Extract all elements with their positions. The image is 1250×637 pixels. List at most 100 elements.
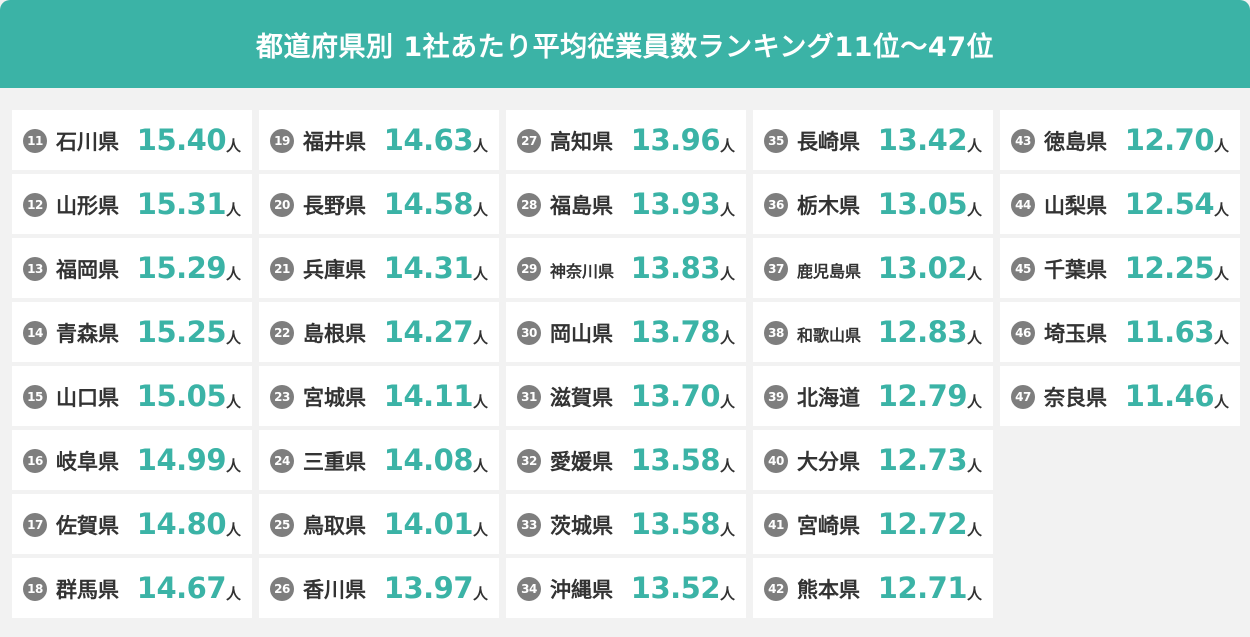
prefecture-name: 山梨県 bbox=[1044, 194, 1107, 218]
unit-label: 人 bbox=[719, 457, 735, 475]
rank-badge: 28 bbox=[517, 193, 541, 217]
employee-average-value: 12.79 bbox=[877, 379, 968, 413]
employee-average-value: 12.25 bbox=[1124, 251, 1215, 285]
prefecture-name: 佐賀県 bbox=[56, 514, 119, 538]
unit-label: 人 bbox=[225, 521, 241, 539]
rank-badge: 34 bbox=[517, 577, 541, 601]
ranking-item: 30 岡山県 13.78 人 bbox=[506, 302, 746, 362]
ranking-item: 28 福島県 13.93 人 bbox=[506, 174, 746, 234]
unit-label: 人 bbox=[719, 265, 735, 283]
rank-badge: 33 bbox=[517, 513, 541, 537]
prefecture-name: 福井県 bbox=[303, 130, 366, 154]
rank-badge: 14 bbox=[23, 321, 47, 345]
rank-badge: 12 bbox=[23, 193, 47, 217]
prefecture-name: 鹿児島県 bbox=[797, 262, 862, 281]
unit-label: 人 bbox=[719, 521, 735, 539]
prefecture-name: 神奈川県 bbox=[550, 262, 615, 281]
employee-average-value: 13.96 bbox=[630, 123, 721, 157]
unit-label: 人 bbox=[1213, 201, 1229, 219]
rank-badge: 21 bbox=[270, 257, 294, 281]
prefecture-name: 石川県 bbox=[56, 130, 119, 154]
employee-average-value: 14.27 bbox=[383, 315, 474, 349]
rank-badge: 26 bbox=[270, 577, 294, 601]
prefecture-name: 兵庫県 bbox=[303, 258, 366, 282]
employee-average-value: 15.25 bbox=[136, 315, 227, 349]
unit-label: 人 bbox=[472, 521, 488, 539]
prefecture-name: 鳥取県 bbox=[303, 514, 366, 538]
employee-average-value: 14.08 bbox=[383, 443, 474, 477]
unit-label: 人 bbox=[1213, 329, 1229, 347]
employee-average-value: 13.42 bbox=[877, 123, 968, 157]
employee-average-value: 12.83 bbox=[877, 315, 968, 349]
unit-label: 人 bbox=[472, 585, 488, 603]
rank-badge: 25 bbox=[270, 513, 294, 537]
ranking-item: 22 島根県 14.27 人 bbox=[259, 302, 499, 362]
ranking-item: 47 奈良県 11.46 人 bbox=[1000, 366, 1240, 426]
rank-badge: 15 bbox=[23, 385, 47, 409]
prefecture-name: 岡山県 bbox=[550, 322, 613, 346]
ranking-item: 12 山形県 15.31 人 bbox=[12, 174, 252, 234]
employee-average-value: 14.01 bbox=[383, 507, 474, 541]
prefecture-name: 宮城県 bbox=[303, 386, 366, 410]
unit-label: 人 bbox=[225, 457, 241, 475]
prefecture-name: 埼玉県 bbox=[1044, 322, 1107, 346]
ranking-item: 38 和歌山県 12.83 人 bbox=[753, 302, 993, 362]
ranking-item: 37 鹿児島県 13.02 人 bbox=[753, 238, 993, 298]
prefecture-name: 青森県 bbox=[56, 322, 119, 346]
unit-label: 人 bbox=[472, 265, 488, 283]
unit-label: 人 bbox=[966, 585, 982, 603]
unit-label: 人 bbox=[966, 521, 982, 539]
ranking-item: 43 徳島県 12.70 人 bbox=[1000, 110, 1240, 170]
rank-badge: 16 bbox=[23, 449, 47, 473]
employee-average-value: 13.78 bbox=[630, 315, 721, 349]
rank-badge: 37 bbox=[764, 257, 788, 281]
ranking-item: 33 茨城県 13.58 人 bbox=[506, 494, 746, 554]
employee-average-value: 12.70 bbox=[1124, 123, 1215, 157]
ranking-item: 44 山梨県 12.54 人 bbox=[1000, 174, 1240, 234]
unit-label: 人 bbox=[1213, 265, 1229, 283]
rank-badge: 42 bbox=[764, 577, 788, 601]
prefecture-name: 香川県 bbox=[303, 578, 366, 602]
rank-badge: 22 bbox=[270, 321, 294, 345]
prefecture-name: 福島県 bbox=[550, 194, 613, 218]
ranking-item: 45 千葉県 12.25 人 bbox=[1000, 238, 1240, 298]
unit-label: 人 bbox=[966, 137, 982, 155]
rank-badge: 44 bbox=[1011, 193, 1035, 217]
unit-label: 人 bbox=[966, 265, 982, 283]
prefecture-name: 栃木県 bbox=[797, 194, 860, 218]
employee-average-value: 12.72 bbox=[877, 507, 968, 541]
prefecture-name: 群馬県 bbox=[56, 578, 119, 602]
ranking-item: 42 熊本県 12.71 人 bbox=[753, 558, 993, 618]
unit-label: 人 bbox=[719, 329, 735, 347]
rank-badge: 30 bbox=[517, 321, 541, 345]
employee-average-value: 15.40 bbox=[136, 123, 227, 157]
unit-label: 人 bbox=[225, 393, 241, 411]
rank-badge: 27 bbox=[517, 129, 541, 153]
employee-average-value: 11.63 bbox=[1124, 315, 1215, 349]
rank-badge: 32 bbox=[517, 449, 541, 473]
rank-badge: 41 bbox=[764, 513, 788, 537]
employee-average-value: 12.54 bbox=[1124, 187, 1215, 221]
ranking-item: 46 埼玉県 11.63 人 bbox=[1000, 302, 1240, 362]
employee-average-value: 13.02 bbox=[877, 251, 968, 285]
ranking-item: 23 宮城県 14.11 人 bbox=[259, 366, 499, 426]
employee-average-value: 13.97 bbox=[383, 571, 474, 605]
ranking-item: 19 福井県 14.63 人 bbox=[259, 110, 499, 170]
employee-average-value: 13.58 bbox=[630, 507, 721, 541]
rank-badge: 40 bbox=[764, 449, 788, 473]
ranking-item: 24 三重県 14.08 人 bbox=[259, 430, 499, 490]
prefecture-name: 徳島県 bbox=[1044, 130, 1107, 154]
ranking-item: 18 群馬県 14.67 人 bbox=[12, 558, 252, 618]
prefecture-name: 岐阜県 bbox=[56, 450, 119, 474]
prefecture-name: 熊本県 bbox=[797, 578, 860, 602]
rank-badge: 19 bbox=[270, 129, 294, 153]
ranking-item: 11 石川県 15.40 人 bbox=[12, 110, 252, 170]
ranking-item: 13 福岡県 15.29 人 bbox=[12, 238, 252, 298]
employee-average-value: 13.93 bbox=[630, 187, 721, 221]
prefecture-name: 福岡県 bbox=[56, 258, 119, 282]
rank-badge: 31 bbox=[517, 385, 541, 409]
unit-label: 人 bbox=[225, 585, 241, 603]
prefecture-name: 愛媛県 bbox=[550, 450, 613, 474]
ranking-item: 29 神奈川県 13.83 人 bbox=[506, 238, 746, 298]
employee-average-value: 14.11 bbox=[383, 379, 474, 413]
